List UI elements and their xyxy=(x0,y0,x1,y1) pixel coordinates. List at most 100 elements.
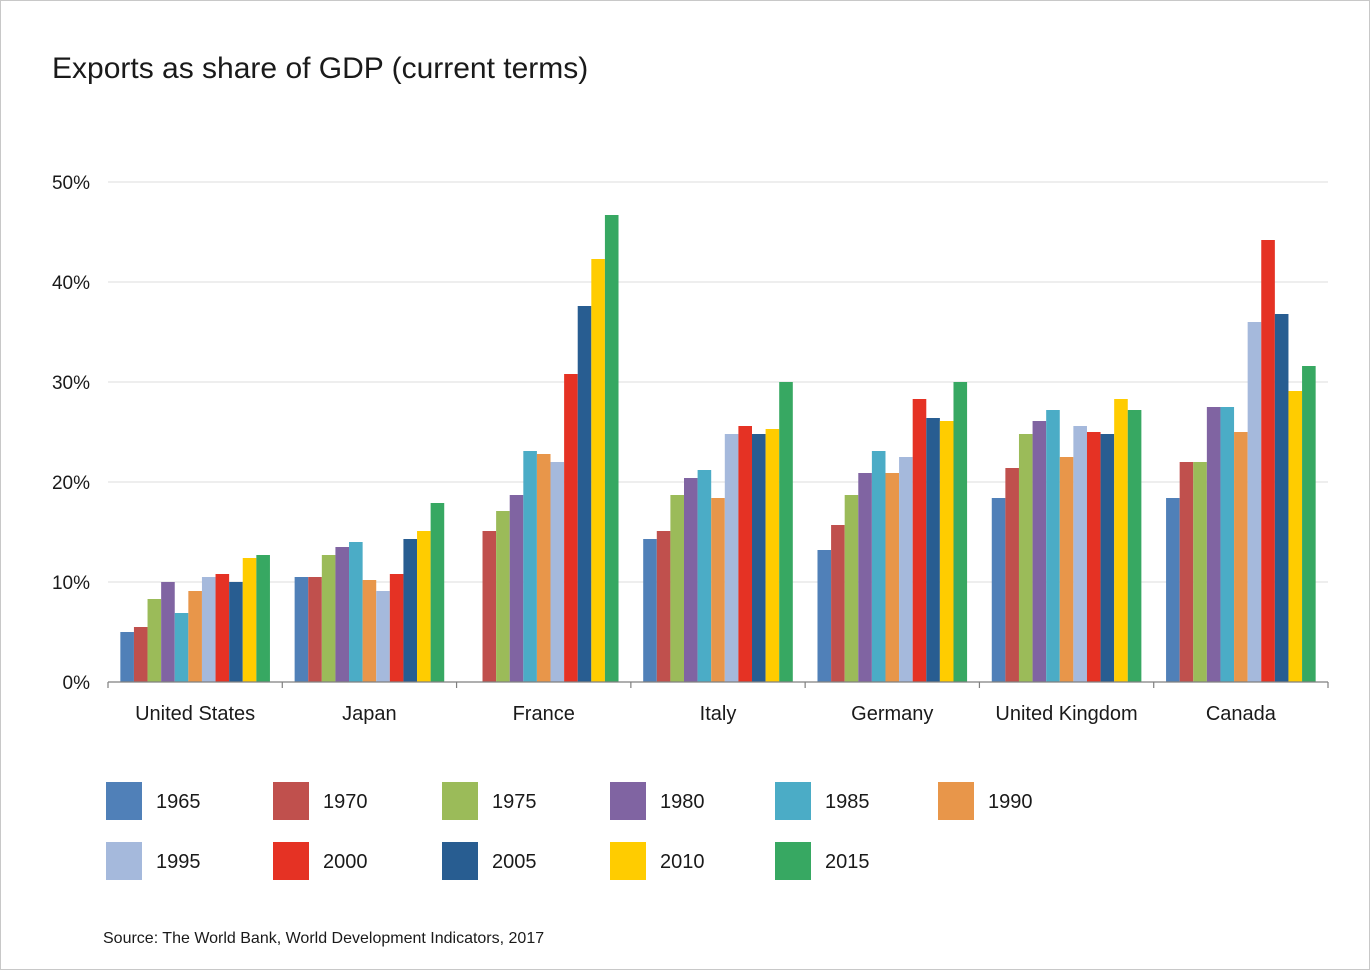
bar-1990 xyxy=(536,454,551,682)
bar-1965 xyxy=(991,498,1006,682)
bar-1990 xyxy=(362,580,377,682)
x-category-label: France xyxy=(513,703,575,725)
bar-1970 xyxy=(656,531,671,682)
bar-1995 xyxy=(1073,426,1087,682)
chart-plot: 0% 10% 20% 30% 40% 50% United States Japan Franc… xyxy=(52,173,1329,725)
bar-2000 xyxy=(912,399,927,682)
bar-1985 xyxy=(1046,410,1060,682)
bar-1980 xyxy=(1206,407,1221,682)
legend-label: 1965 xyxy=(156,791,201,813)
bar-2015 xyxy=(604,215,619,682)
x-category-label: United States xyxy=(135,703,255,725)
bar-2010 xyxy=(591,259,605,682)
y-tick-label: 0% xyxy=(63,673,91,694)
legend-label: 2010 xyxy=(660,851,705,873)
bar-2010 xyxy=(1288,391,1303,682)
bar-2010 xyxy=(765,429,780,682)
bar-2015 xyxy=(1302,366,1316,682)
bar-1975 xyxy=(147,599,162,682)
y-tick-label: 50% xyxy=(52,173,90,194)
bar-2015 xyxy=(1127,410,1142,682)
bar-1990 xyxy=(1059,457,1074,682)
bar-2000 xyxy=(564,374,578,682)
legend-swatch xyxy=(273,782,309,820)
bar-1990 xyxy=(711,498,725,682)
legend-swatch xyxy=(442,842,478,880)
bar-1975 xyxy=(321,555,336,682)
y-tick-label: 20% xyxy=(52,473,90,494)
bar-1995 xyxy=(1247,322,1262,682)
legend-swatch xyxy=(610,782,646,820)
y-tick-label: 10% xyxy=(52,573,90,594)
legend-swatch xyxy=(775,842,811,880)
bar-1965 xyxy=(1166,498,1180,682)
bar-2010 xyxy=(417,531,431,682)
bar-2015 xyxy=(256,555,270,682)
bar-2000 xyxy=(389,574,404,682)
y-tick-label: 40% xyxy=(52,273,90,294)
bar-1980 xyxy=(1032,421,1047,682)
legend-label: 1970 xyxy=(323,791,368,813)
legend-label: 1985 xyxy=(825,791,870,813)
chart-title: Exports as share of GDP (current terms) xyxy=(52,52,589,85)
bar-1975 xyxy=(670,495,684,682)
y-tick-label: 30% xyxy=(52,373,90,394)
bar-1970 xyxy=(1179,462,1194,682)
bar-1970 xyxy=(831,525,845,682)
legend-label: 1980 xyxy=(660,791,705,813)
bar-2000 xyxy=(738,426,752,682)
bar-1985 xyxy=(174,613,189,682)
bar-2015 xyxy=(430,503,445,682)
x-category-label: Japan xyxy=(342,703,397,725)
bar-2005 xyxy=(752,434,766,682)
legend-swatch xyxy=(106,782,142,820)
bar-1970 xyxy=(482,531,497,682)
bar-1965 xyxy=(120,632,134,682)
bar-2000 xyxy=(1086,432,1101,682)
bar-2015 xyxy=(953,382,968,682)
bar-2005 xyxy=(1100,434,1115,682)
bar-1975 xyxy=(844,495,859,682)
x-category-label: Italy xyxy=(700,703,737,725)
bar-1965 xyxy=(294,577,309,682)
bar-1975 xyxy=(1018,434,1033,682)
legend-swatch xyxy=(273,842,309,880)
bar-1995 xyxy=(376,591,390,682)
chart-source: Source: The World Bank, World Developmen… xyxy=(103,930,545,947)
bar-1980 xyxy=(509,495,524,682)
bar-2005 xyxy=(926,418,940,682)
legend-swatch xyxy=(610,842,646,880)
legend-label: 1995 xyxy=(156,851,201,873)
x-category-label: Canada xyxy=(1206,703,1277,725)
bar-1985 xyxy=(697,470,712,682)
bar-2000 xyxy=(1261,240,1275,682)
legend-label: 2015 xyxy=(825,851,870,873)
bar-1970 xyxy=(1005,468,1019,682)
bar-1985 xyxy=(871,451,886,682)
legend-swatch xyxy=(775,782,811,820)
bar-2010 xyxy=(1114,399,1128,682)
bar-1970 xyxy=(133,627,148,682)
bar-1975 xyxy=(496,511,510,682)
bar-2015 xyxy=(779,382,793,682)
bar-1975 xyxy=(1193,462,1207,682)
legend-label: 1975 xyxy=(492,791,537,813)
bar-2005 xyxy=(577,306,592,682)
bar-1995 xyxy=(724,434,739,682)
bar-1995 xyxy=(201,577,216,682)
bar-2005 xyxy=(229,582,243,682)
bar-2010 xyxy=(939,421,954,682)
legend-swatch xyxy=(938,782,974,820)
bar-1965 xyxy=(817,550,832,682)
bar-1985 xyxy=(349,542,363,682)
bar-1980 xyxy=(684,478,698,682)
bar-2000 xyxy=(215,574,230,682)
bar-2005 xyxy=(403,539,418,682)
legend-swatch xyxy=(442,782,478,820)
bar-1970 xyxy=(308,577,322,682)
bar-1980 xyxy=(858,473,872,682)
legend-label: 1990 xyxy=(988,791,1033,813)
bar-1985 xyxy=(523,451,537,682)
legend-label: 2000 xyxy=(323,851,368,873)
bar-1980 xyxy=(335,547,350,682)
